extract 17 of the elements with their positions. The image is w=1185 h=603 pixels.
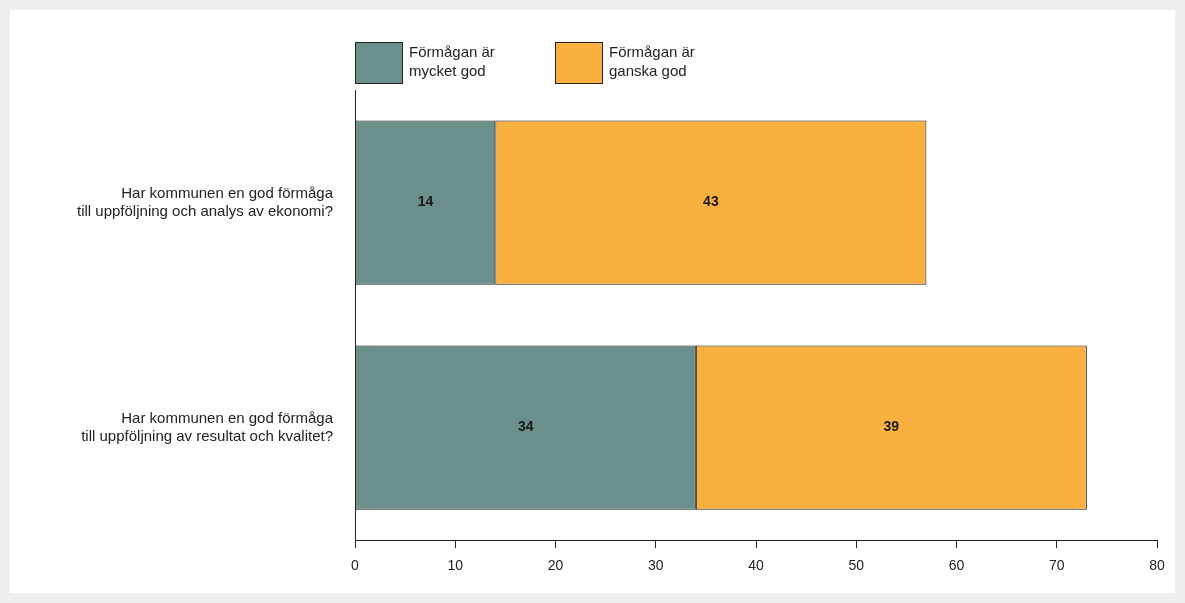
- data-label: 34: [517, 418, 534, 435]
- x-tick-label: 50: [848, 557, 865, 574]
- text: Förmågan är ganska god: [609, 42, 696, 80]
- x-tick-label: 40: [748, 557, 764, 574]
- x-tick-label: 10: [447, 557, 464, 574]
- x-tick-label: 60: [948, 557, 965, 574]
- x-tick-label: 0: [351, 557, 360, 574]
- text: Förmågan är mycket god: [409, 42, 496, 80]
- x-tick-label: 70: [1048, 557, 1065, 574]
- data-label: 39: [883, 418, 900, 435]
- x-tick-label: 30: [647, 557, 664, 574]
- data-label: 43: [703, 193, 719, 210]
- x-tick-label: 80: [1149, 557, 1165, 574]
- y-tick-label: Har kommunen en god förmåga till uppföljning av resultat och kvalitet?: [81, 408, 334, 444]
- y-tick-label: Har kommunen en god förmåga till uppföljning och analys av ekonomi?: [77, 183, 334, 219]
- data-label: 14: [417, 193, 434, 210]
- x-tick-label: 20: [547, 557, 564, 574]
